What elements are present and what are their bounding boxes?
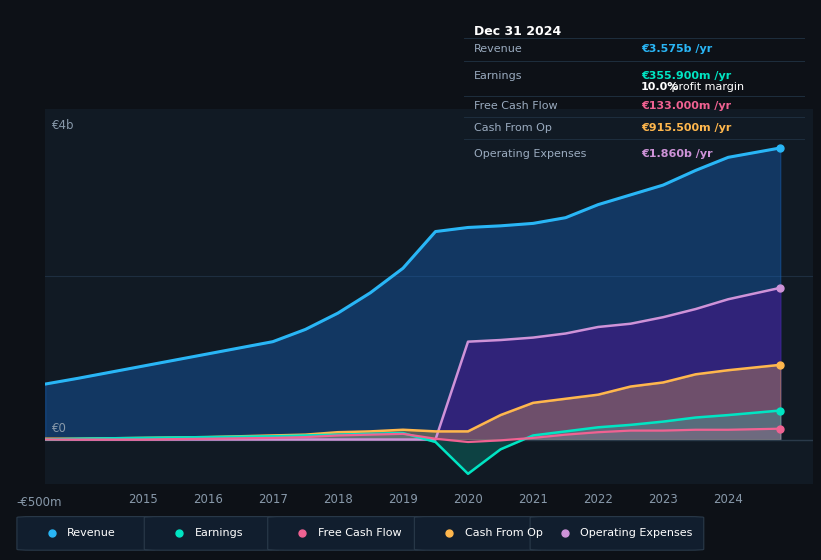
Text: Operating Expenses: Operating Expenses xyxy=(474,148,586,158)
Text: Free Cash Flow: Free Cash Flow xyxy=(318,529,401,538)
FancyBboxPatch shape xyxy=(530,516,704,550)
Text: Revenue: Revenue xyxy=(474,44,523,54)
Text: Cash From Op: Cash From Op xyxy=(474,123,552,133)
Text: profit margin: profit margin xyxy=(668,82,745,92)
FancyBboxPatch shape xyxy=(415,516,542,550)
Text: -€500m: -€500m xyxy=(16,496,62,508)
Text: Earnings: Earnings xyxy=(474,71,523,81)
Text: €133.000m /yr: €133.000m /yr xyxy=(641,101,732,111)
Text: €1.860b /yr: €1.860b /yr xyxy=(641,148,713,158)
Text: Revenue: Revenue xyxy=(67,529,116,538)
FancyBboxPatch shape xyxy=(268,516,426,550)
Text: €355.900m /yr: €355.900m /yr xyxy=(641,71,732,81)
Text: €915.500m /yr: €915.500m /yr xyxy=(641,123,732,133)
Text: Earnings: Earnings xyxy=(195,529,243,538)
Text: €4b: €4b xyxy=(52,119,74,132)
Text: Cash From Op: Cash From Op xyxy=(465,529,543,538)
Text: 10.0%: 10.0% xyxy=(641,82,680,92)
FancyBboxPatch shape xyxy=(144,516,279,550)
Text: Dec 31 2024: Dec 31 2024 xyxy=(474,25,562,38)
Text: €3.575b /yr: €3.575b /yr xyxy=(641,44,713,54)
Text: €0: €0 xyxy=(52,422,67,435)
FancyBboxPatch shape xyxy=(17,516,156,550)
Text: Operating Expenses: Operating Expenses xyxy=(580,529,693,538)
Text: Free Cash Flow: Free Cash Flow xyxy=(474,101,557,111)
